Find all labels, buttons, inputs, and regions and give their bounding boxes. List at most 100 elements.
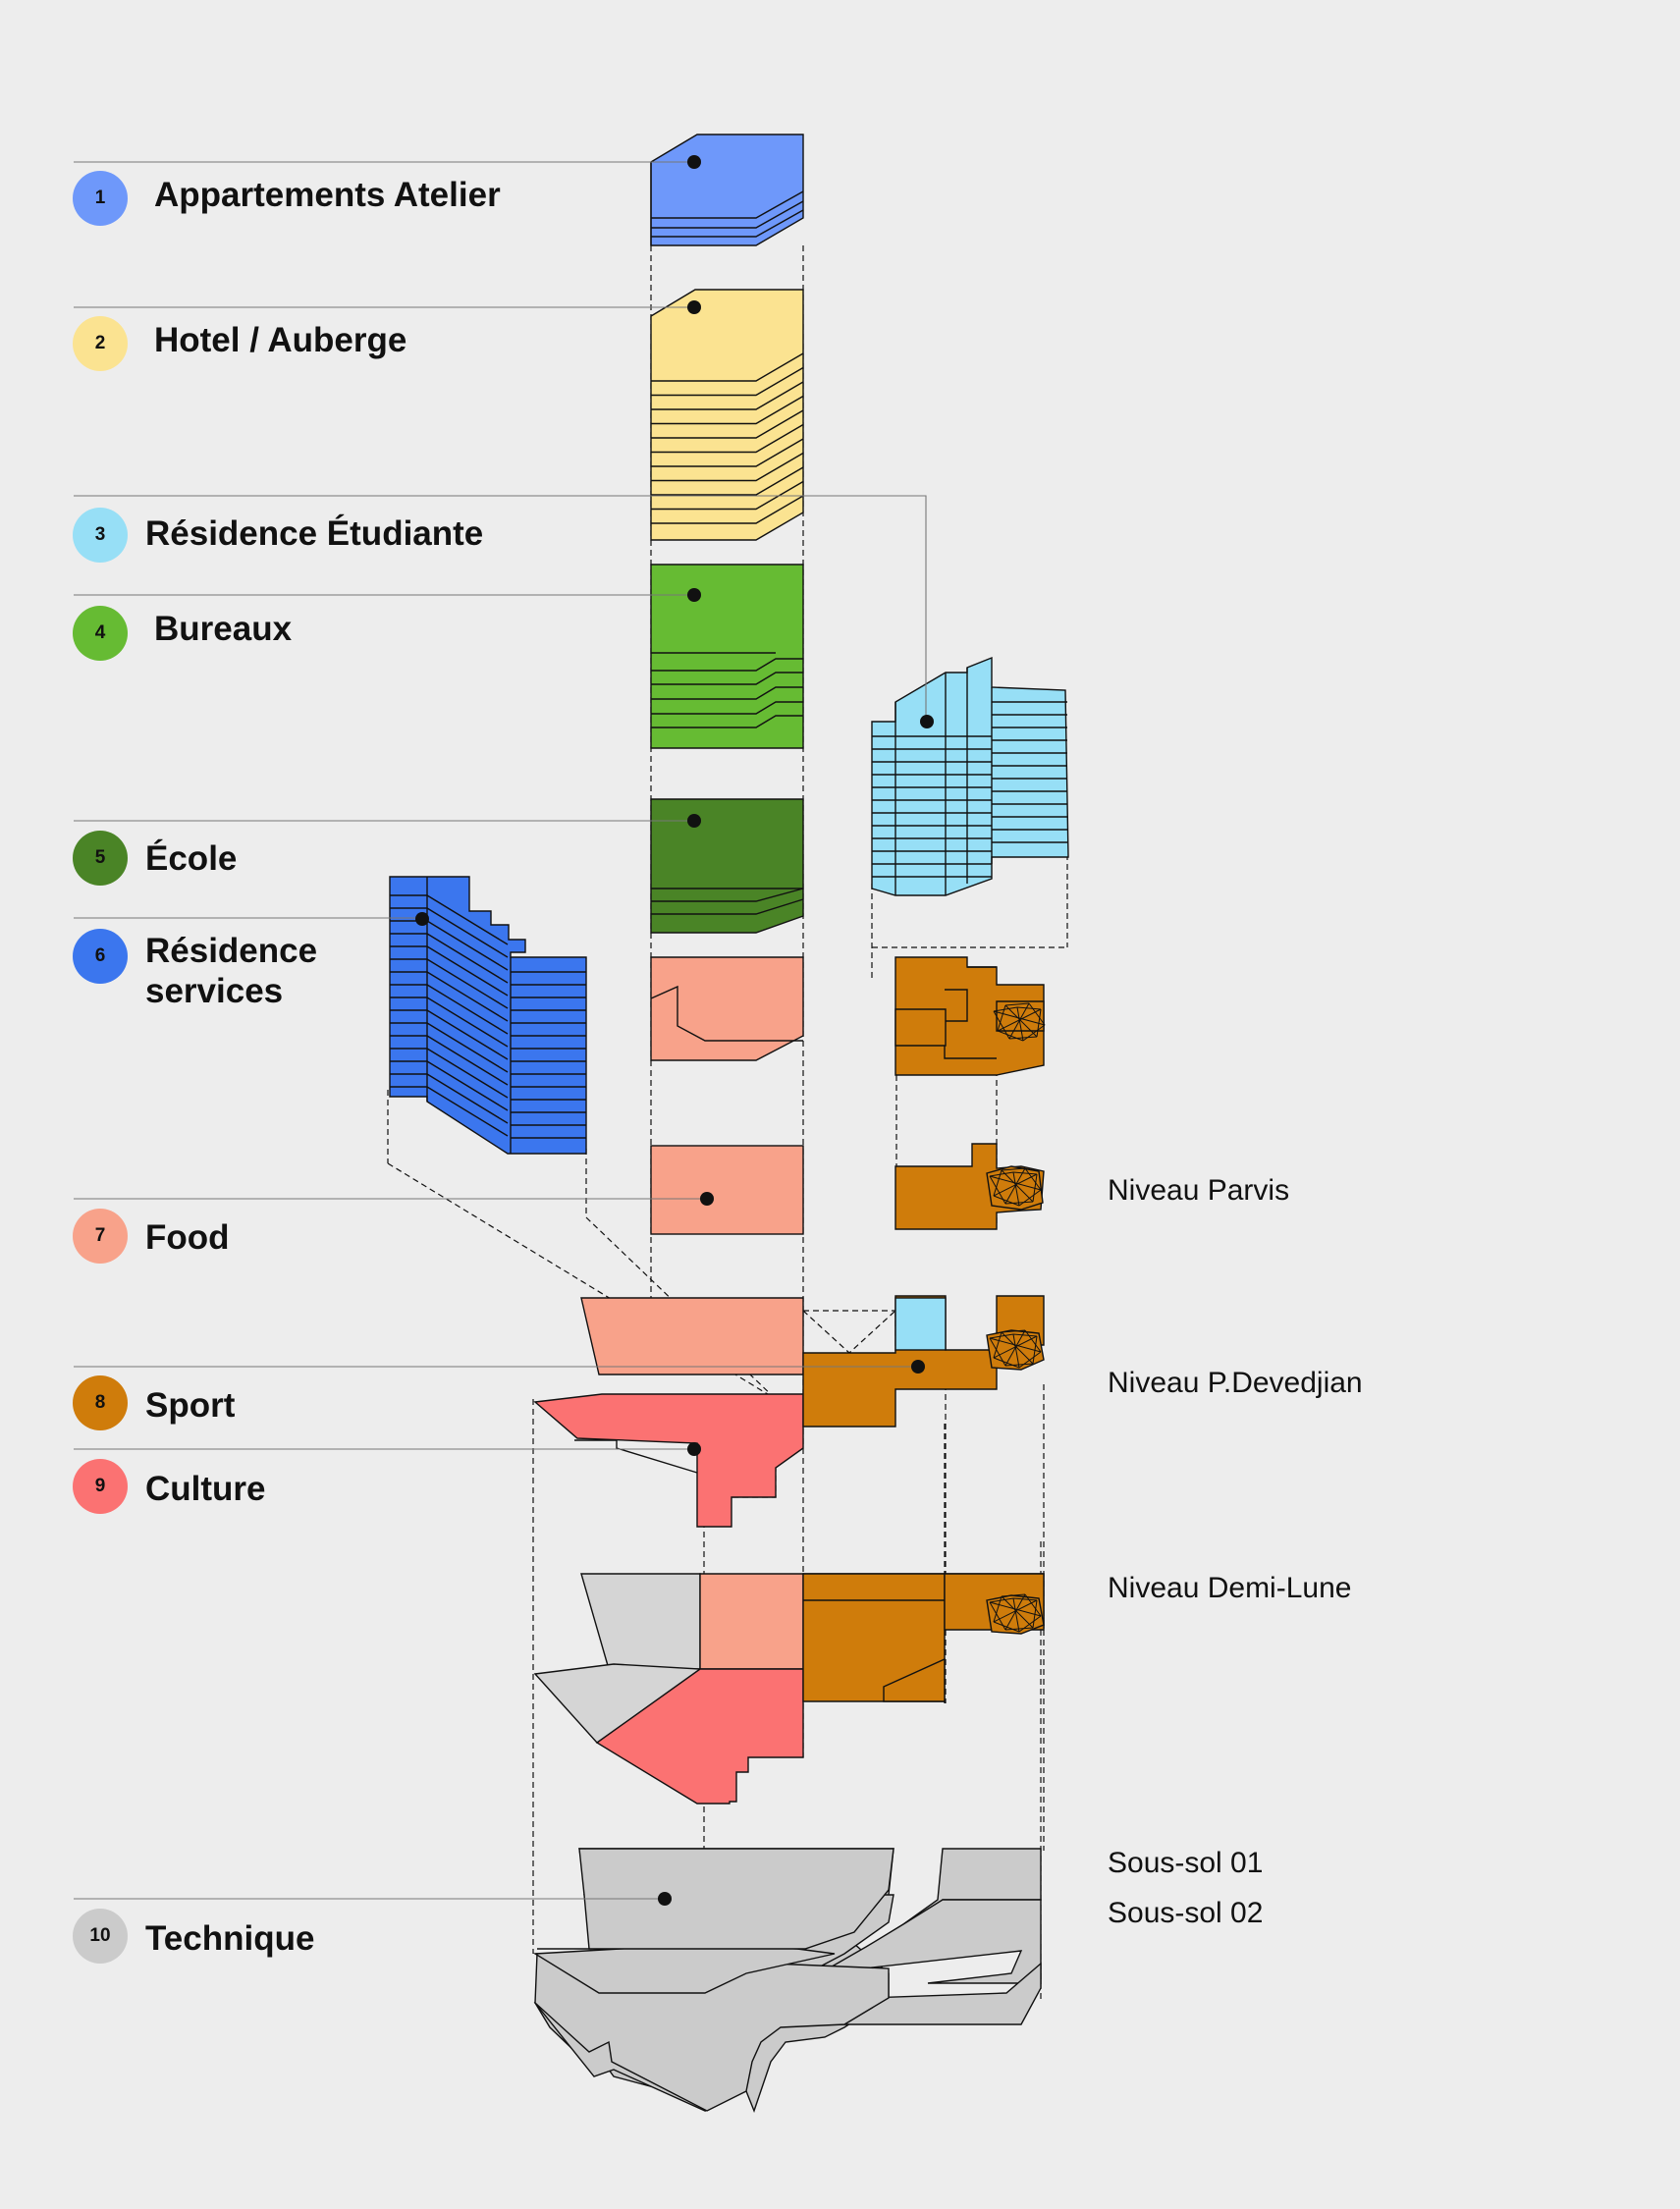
climbing-wall-facet xyxy=(1022,1024,1046,1042)
block-food-lower xyxy=(650,1145,804,1235)
block-demi-lune xyxy=(533,1573,1045,1805)
climbing-wall-facet xyxy=(993,1335,1038,1359)
climbing-wall-facet xyxy=(1004,1004,1038,1038)
climbing-wall-facet xyxy=(1024,1167,1042,1191)
legend-badge-4: 4 xyxy=(73,606,128,661)
block-bureaux xyxy=(650,564,804,749)
block-sport-parvis xyxy=(894,1143,1045,1230)
legend-label-residence-services: Résidence xyxy=(145,932,318,970)
legend-label-food: Food xyxy=(145,1218,230,1257)
hotel-floor-line xyxy=(651,438,804,467)
climbing-wall-facet xyxy=(993,1006,1018,1012)
climbing-wall-facet xyxy=(1032,1335,1038,1365)
hotel-floor-line xyxy=(651,466,804,496)
climbing-wall-facet xyxy=(993,1331,1003,1359)
climbing-wall-facet xyxy=(1032,1599,1038,1629)
legend-badge-1: 1 xyxy=(73,171,128,226)
climbing-wall-facet xyxy=(1016,1006,1024,1042)
block-technique xyxy=(532,1848,1042,2114)
hotel-floor-line xyxy=(651,352,804,382)
legend-label-sport: Sport xyxy=(145,1386,236,1425)
block-appartements-atelier xyxy=(650,134,804,246)
climbing-wall-facet xyxy=(993,1173,1038,1197)
climbing-wall-facet xyxy=(993,1599,1038,1623)
climbing-wall-facet xyxy=(1004,1363,1034,1367)
legend-badge-6: 6 xyxy=(73,929,128,984)
climbing-wall-facet xyxy=(993,1169,1003,1197)
legend-label-culture: Culture xyxy=(145,1470,266,1508)
legend-badge-2: 2 xyxy=(73,316,128,371)
legend-badge-7: 7 xyxy=(73,1209,128,1264)
climbing-wall-facet xyxy=(1004,1201,1034,1205)
climbing-wall-facet xyxy=(1012,1171,1020,1207)
legend-badge-8: 8 xyxy=(73,1375,128,1430)
climbing-wall-facet xyxy=(1004,1593,1026,1631)
hotel-floor-line xyxy=(651,480,804,511)
bureaux-floor-line xyxy=(651,701,803,715)
climbing-wall-facet xyxy=(1012,1333,1020,1369)
block-hotel-auberge xyxy=(650,289,804,541)
climbing-wall-facet xyxy=(993,1195,1020,1207)
block-food-devedjian xyxy=(580,1297,804,1375)
hotel-floor-line xyxy=(651,495,804,524)
climbing-wall-facet xyxy=(1004,1002,1030,1006)
bureaux-floor-line xyxy=(651,658,803,672)
marker-dots xyxy=(415,155,934,1906)
climbing-wall-facet xyxy=(997,1030,1024,1042)
climbing-wall-facet xyxy=(1004,1627,1034,1631)
climbing-wall-facet xyxy=(993,1357,1020,1369)
climbing-wall-facet xyxy=(1024,1329,1042,1353)
climbing-wall-facet xyxy=(1012,1597,1020,1633)
climbing-wall-facet xyxy=(1001,1595,1034,1629)
climbing-wall-facet xyxy=(997,1004,1006,1032)
legend-label-appartements-atelier: Appartements Atelier xyxy=(154,176,501,214)
climbing-wall-facet xyxy=(1001,1169,1034,1203)
legend-label-residence-etudiante: Résidence Étudiante xyxy=(145,514,484,553)
climbing-wall-facet xyxy=(993,1595,1003,1623)
climbing-wall-facet xyxy=(1018,1351,1042,1369)
hotel-floor-line xyxy=(651,409,804,439)
leader-lines xyxy=(74,161,927,1900)
climbing-wall-facet xyxy=(1032,1173,1038,1203)
block-sport-devedjian xyxy=(802,1295,1045,1428)
climbing-wall-facet xyxy=(1012,1333,1038,1337)
climbing-wall-facet xyxy=(1001,1331,1034,1365)
legend-label-bureaux: Bureaux xyxy=(154,610,293,648)
hotel-floor-line xyxy=(651,381,804,410)
legend-badge-3: 3 xyxy=(73,508,128,563)
climbing-wall-facet xyxy=(1004,1329,1026,1367)
legend-badge-10: 10 xyxy=(73,1909,128,1964)
climbing-wall-facet xyxy=(1024,1593,1042,1617)
level-label-devedjian: Niveau P.Devedjian xyxy=(1108,1367,1363,1399)
climbing-wall-facet xyxy=(989,1333,1014,1339)
climbing-wall-facet xyxy=(1004,1167,1026,1205)
climbing-wall-facet xyxy=(1018,1189,1042,1207)
climbing-wall-facet xyxy=(1028,1002,1046,1026)
climbing-wall-facet xyxy=(1001,1593,1026,1597)
bureaux-floor-line xyxy=(651,715,803,728)
hotel-floor-line xyxy=(651,452,804,482)
legend-label-technique: Technique xyxy=(145,1919,315,1958)
bureaux-floor-line xyxy=(651,686,803,700)
climbing-wall-facet xyxy=(1001,1329,1026,1333)
legend-badge-9: 9 xyxy=(73,1459,128,1514)
level-label-parvis: Niveau Parvis xyxy=(1108,1174,1290,1207)
block-food-upper xyxy=(650,956,804,1061)
hotel-floor-line xyxy=(651,395,804,425)
level-label-demi-lune: Niveau Demi-Lune xyxy=(1108,1572,1352,1604)
legend-label-ecole: École xyxy=(145,839,238,878)
level-label-sous-sol-01: Sous-sol 01 xyxy=(1108,1847,1264,1879)
climbing-wall-facet xyxy=(1012,1597,1038,1601)
hotel-floor-line xyxy=(651,423,804,454)
block-sport-upper xyxy=(894,956,1046,1076)
legend-label-residence-services-line2: services xyxy=(145,972,284,1010)
climbing-wall-facet xyxy=(1008,1002,1030,1040)
climbing-wall-facet xyxy=(989,1597,1014,1603)
climbing-wall-facet xyxy=(1001,1167,1026,1171)
block-culture-devedjian xyxy=(533,1393,804,1528)
legend-label-hotel-auberge: Hotel / Auberge xyxy=(154,321,407,359)
climbing-wall-facet xyxy=(993,1621,1020,1633)
hotel-floor-line xyxy=(651,366,804,397)
climbing-wall-facet xyxy=(1012,1171,1038,1175)
